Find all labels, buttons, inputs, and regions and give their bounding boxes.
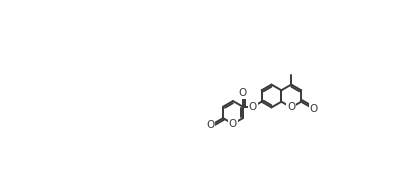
- Text: O: O: [239, 88, 247, 98]
- Text: O: O: [249, 102, 257, 112]
- Text: O: O: [229, 119, 237, 129]
- Text: O: O: [310, 104, 318, 114]
- Text: O: O: [207, 120, 214, 130]
- Text: O: O: [287, 102, 295, 112]
